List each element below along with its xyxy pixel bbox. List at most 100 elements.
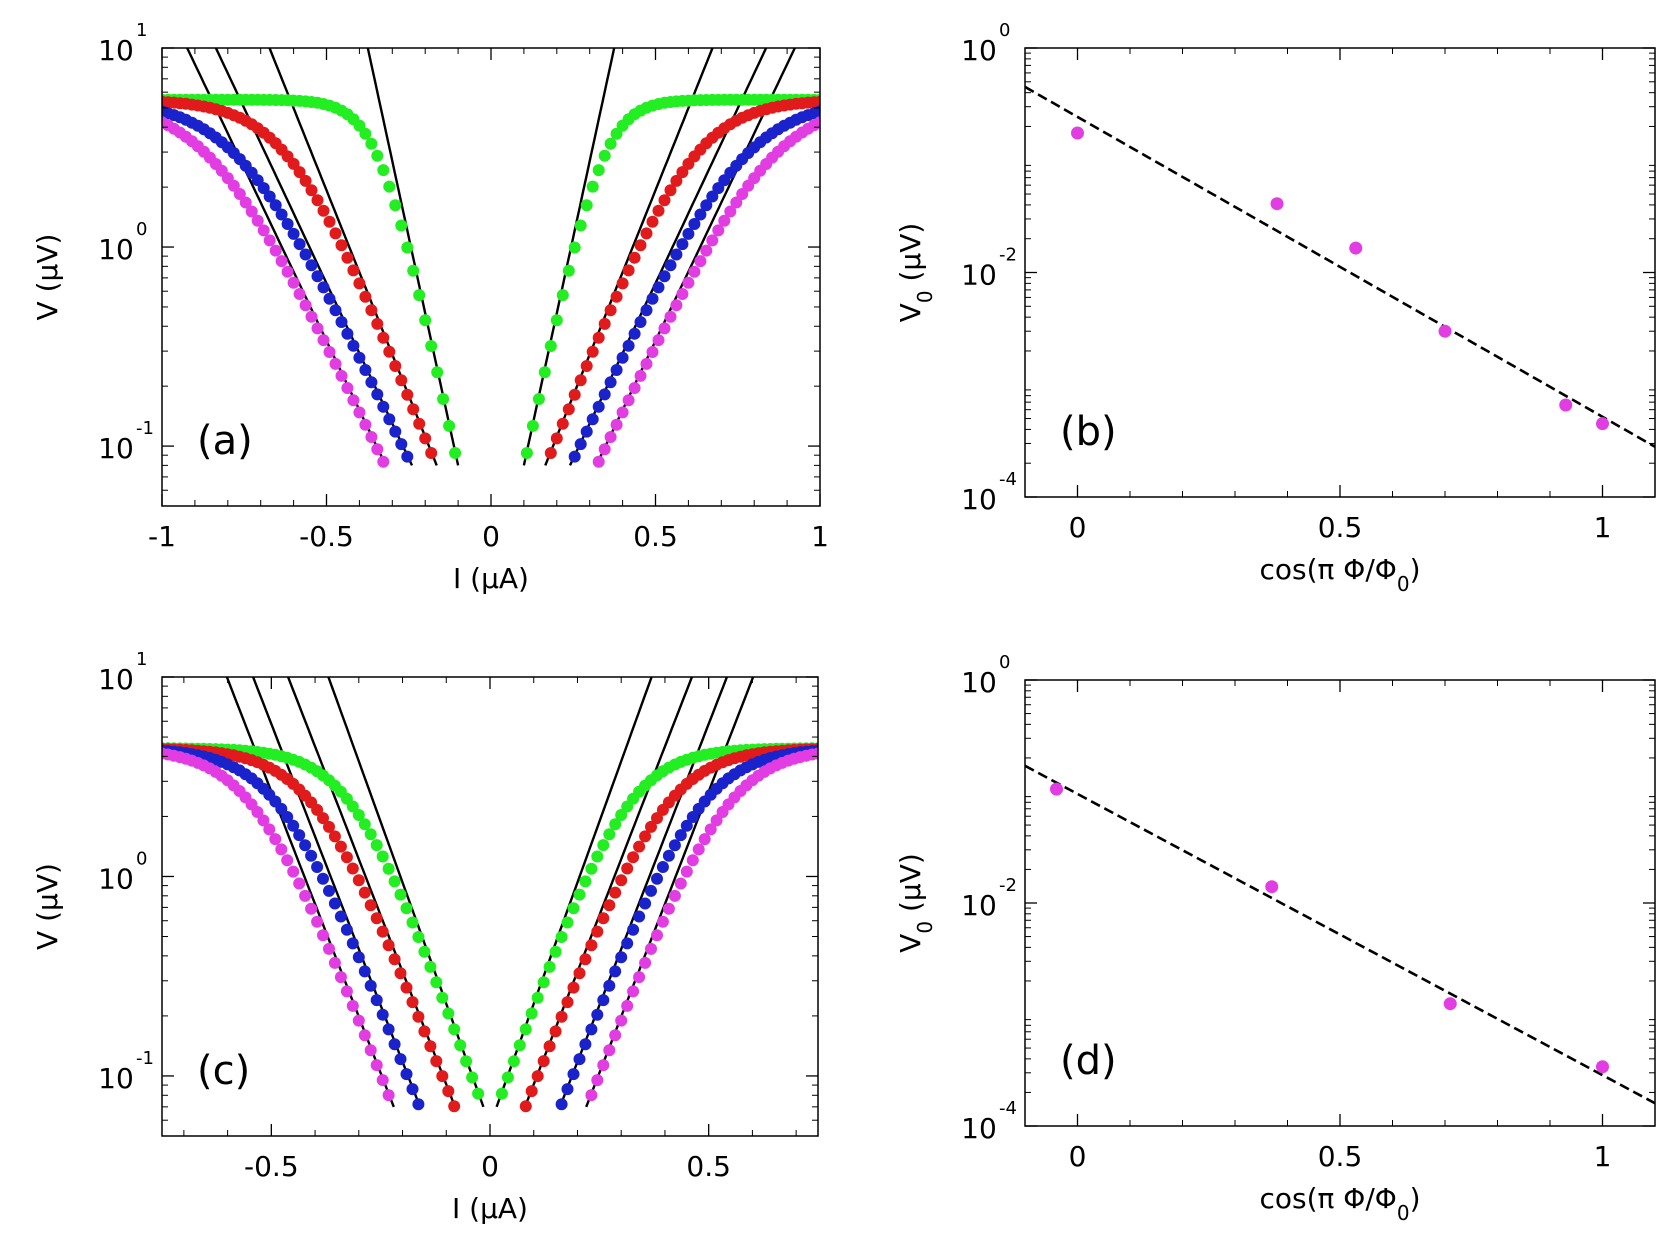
fit-line [495, 677, 653, 1108]
x-axis-label: cos(π Φ/Φ0) [1260, 1182, 1421, 1225]
data-point [382, 1089, 395, 1102]
x-tick-label: 0 [482, 520, 500, 553]
data-point [311, 861, 324, 873]
data-point [609, 886, 622, 899]
data-point [537, 976, 550, 989]
data-point [425, 340, 438, 352]
data-point [652, 204, 665, 217]
data-point [323, 346, 336, 358]
data-point [495, 1087, 508, 1100]
data-point [645, 820, 657, 833]
data-point [341, 382, 354, 394]
data-point [406, 996, 419, 1009]
data-point [400, 981, 413, 994]
plot-area [162, 677, 818, 1113]
series-blue [162, 105, 820, 463]
data-point [323, 215, 336, 228]
data-point [604, 376, 617, 389]
data-point [634, 369, 647, 382]
fit-line [585, 677, 755, 1108]
data-point [287, 276, 300, 289]
data-point [585, 939, 598, 952]
data-point [317, 204, 330, 217]
data-point [305, 184, 318, 197]
x-tick-label: 0 [1069, 511, 1087, 544]
data-point [448, 1100, 461, 1113]
y-tick-exponent: 1 [136, 649, 147, 670]
data-point [299, 174, 312, 187]
y-tick-label: 10-1 [98, 418, 154, 465]
plot-area [162, 48, 820, 468]
x-tick-label: 0 [1069, 1140, 1087, 1173]
data-point [364, 979, 377, 992]
panel-label: (d) [1060, 1038, 1117, 1084]
y-tick-exponent: -2 [999, 875, 1017, 896]
data-point [400, 902, 413, 915]
data-point [443, 419, 456, 432]
data-point [622, 264, 635, 277]
data-point [257, 814, 270, 827]
data-point [448, 1023, 461, 1036]
y-axis-label: V0 (µV) [894, 853, 937, 953]
data-point [549, 945, 562, 958]
data-point [334, 840, 347, 853]
data-point [370, 1059, 383, 1072]
data-point [658, 194, 671, 207]
fit-line [366, 48, 460, 466]
data-point [610, 290, 623, 303]
data-point [627, 923, 640, 936]
y-tick-exponent: -1 [136, 418, 154, 439]
data-point [358, 886, 371, 899]
dashed-fit-line [1025, 764, 1655, 1105]
data-point [556, 289, 569, 302]
data-point [574, 438, 587, 451]
data-point [682, 227, 695, 240]
data-point [562, 403, 575, 416]
data-point [568, 388, 581, 401]
y-axis-label: V0 (µV) [894, 223, 937, 323]
data-point [251, 806, 264, 818]
data-point [501, 1071, 514, 1084]
data-point [706, 234, 719, 247]
plot-frame [161, 676, 819, 1137]
data-point [328, 956, 341, 969]
data-point [395, 219, 408, 232]
data-point [562, 264, 575, 277]
y-tick-label: 10-1 [98, 1048, 154, 1095]
data-point [466, 1071, 479, 1084]
data-point [586, 345, 599, 358]
y-tick-exponent: -4 [999, 1098, 1017, 1119]
data-point [371, 443, 384, 456]
data-point [646, 346, 659, 358]
data-point [598, 388, 611, 401]
data-point [400, 1068, 413, 1081]
data-point [287, 865, 300, 878]
y-tick-base: 10 [98, 233, 134, 266]
data-point [346, 999, 359, 1012]
data-point [347, 339, 360, 352]
x-tick-label: 1 [811, 520, 829, 553]
data-point [597, 994, 610, 1007]
data-point [275, 208, 288, 221]
data-point [652, 334, 665, 347]
data-point [376, 1074, 389, 1087]
data-point [621, 999, 634, 1012]
y-axis-label: V (µV) [31, 234, 64, 321]
data-point [698, 833, 711, 846]
data-point [287, 157, 300, 170]
data-point [365, 137, 378, 150]
data-point [419, 314, 432, 327]
data-point [610, 364, 623, 376]
data-point [1438, 324, 1452, 338]
data-point [1596, 1060, 1609, 1074]
data-point [293, 288, 306, 300]
data-point [334, 971, 347, 984]
data-point [437, 393, 450, 405]
y-tick-label: 100 [98, 219, 147, 266]
data-point [633, 910, 646, 923]
data-point [377, 164, 390, 177]
data-point [656, 915, 669, 928]
data-point [382, 1023, 395, 1036]
